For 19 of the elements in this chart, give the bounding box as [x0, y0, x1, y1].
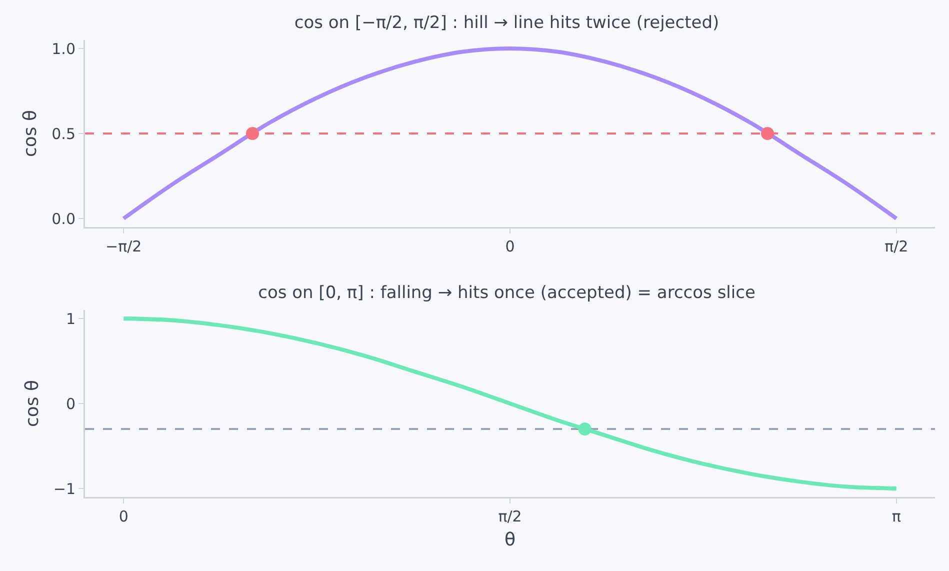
x-tick-label: π — [892, 508, 901, 526]
y-tick-label: 0.0 — [52, 210, 76, 228]
x-tick-label: −π/2 — [106, 238, 142, 256]
x-tick-label: 0 — [505, 238, 515, 256]
y-tick-label: 1.0 — [52, 40, 76, 58]
y-tick-label: −1 — [53, 480, 76, 498]
y-axis-title: cos θ — [20, 110, 42, 158]
chart-title: cos on [−π/2, π/2] : hill → line hits twice (rejected) — [294, 12, 720, 33]
x-axis-title: θ — [504, 529, 516, 550]
line-series — [122, 316, 898, 490]
line-series — [122, 46, 898, 220]
x-tick-label: π/2 — [884, 238, 908, 256]
y-tick-label: 1 — [66, 310, 76, 328]
y-tick-label: 0 — [66, 394, 76, 413]
x-tick-label: 0 — [118, 508, 128, 526]
chart-title: cos on [0, π] : falling → hits once (accepted) = arccos slice — [258, 282, 756, 303]
y-axis-title: cos θ — [22, 380, 43, 428]
y-tick-label: 0.5 — [52, 124, 76, 143]
x-tick-label: π/2 — [498, 508, 522, 526]
